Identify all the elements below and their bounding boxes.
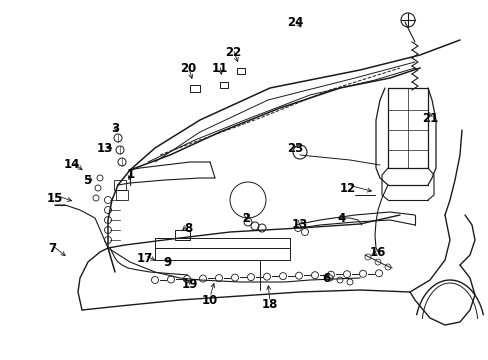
Text: 14: 14 xyxy=(63,158,80,171)
Text: 3: 3 xyxy=(111,122,119,135)
Text: 2: 2 xyxy=(242,211,249,225)
Text: 4: 4 xyxy=(337,211,346,225)
Text: 13: 13 xyxy=(291,219,307,231)
Text: 20: 20 xyxy=(180,62,196,75)
Text: 7: 7 xyxy=(48,242,56,255)
Text: 23: 23 xyxy=(286,141,303,154)
Text: 8: 8 xyxy=(183,221,192,234)
Bar xyxy=(190,85,200,92)
Bar xyxy=(237,68,244,74)
Text: 17: 17 xyxy=(137,252,153,265)
Text: 15: 15 xyxy=(47,192,63,204)
Text: 10: 10 xyxy=(202,293,218,306)
Text: 21: 21 xyxy=(421,112,437,125)
Bar xyxy=(116,190,128,200)
Text: 16: 16 xyxy=(369,246,386,258)
Text: 22: 22 xyxy=(224,45,241,58)
Text: 18: 18 xyxy=(261,298,278,311)
Bar xyxy=(175,230,190,240)
Text: 13: 13 xyxy=(97,141,113,154)
Text: 9: 9 xyxy=(163,256,172,269)
Text: 11: 11 xyxy=(211,62,228,75)
Bar xyxy=(114,180,126,190)
Text: 12: 12 xyxy=(339,181,355,194)
Text: 19: 19 xyxy=(182,279,198,292)
Text: 24: 24 xyxy=(286,15,303,28)
Text: 1: 1 xyxy=(127,168,135,181)
Text: 5: 5 xyxy=(82,174,91,186)
Bar xyxy=(220,82,227,88)
Text: 6: 6 xyxy=(321,271,329,284)
